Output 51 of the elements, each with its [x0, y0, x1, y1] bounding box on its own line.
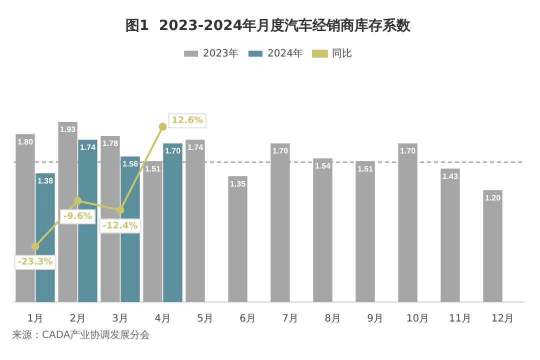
data-label: 1.20 — [484, 193, 502, 202]
bar — [483, 190, 502, 302]
point — [116, 206, 124, 214]
point — [31, 242, 40, 250]
point — [158, 122, 167, 131]
data-label: 1.70 — [400, 146, 416, 156]
data-label: 1.43 — [442, 172, 459, 181]
data-label: 1.74 — [80, 142, 96, 152]
x-tick-label: 10月 — [406, 314, 430, 325]
data-label: 1.35 — [230, 179, 246, 188]
data-label: 1.80 — [17, 137, 34, 146]
data-label: 1.70 — [272, 146, 289, 156]
bar — [398, 143, 418, 302]
data-label: 1.70 — [164, 146, 182, 156]
x-tick-label: 7月 — [282, 314, 298, 325]
data-label: 1.51 — [144, 164, 162, 174]
data-label: 1.78 — [102, 139, 119, 148]
x-tick-label: 9月 — [367, 314, 384, 325]
data-label: 1.51 — [357, 164, 374, 174]
data-label: 1.56 — [122, 160, 139, 169]
source-note: 来源：CADA产业协调发展分会 — [12, 328, 152, 342]
x-tick-label: 1月 — [27, 314, 44, 325]
chart-title: 图1 2023-2024年月度汽车经销商库存系数 — [125, 17, 412, 34]
x-tick-label: 11月 — [448, 314, 472, 325]
x-tick-label: 5月 — [197, 314, 214, 325]
bar — [186, 140, 205, 302]
bar — [163, 143, 182, 302]
data-label: 1.54 — [314, 162, 332, 171]
bar — [313, 158, 332, 302]
data-label: 1.93 — [60, 125, 76, 134]
data-label: -12.4% — [102, 221, 138, 232]
x-tick-label: 3月 — [112, 314, 128, 325]
x-tick-label: 8月 — [324, 314, 341, 325]
data-label: -23.3% — [18, 258, 53, 268]
x-tick-label: 12月 — [491, 314, 514, 325]
bar — [440, 168, 460, 302]
legend-label: 同比 — [332, 47, 352, 60]
x-tick-label: 6月 — [240, 314, 256, 325]
bar — [228, 176, 248, 302]
bar — [356, 161, 375, 302]
data-label: -9.6% — [63, 212, 92, 222]
legend-label: 2024年 — [268, 47, 303, 60]
x-tick-label: 4月 — [154, 314, 171, 325]
data-label: 1.74 — [187, 142, 204, 152]
data-label: 12.6% — [172, 116, 203, 126]
legend-label: 2023年 — [203, 47, 239, 60]
point — [74, 196, 82, 205]
bar — [270, 143, 290, 302]
bar — [143, 161, 162, 302]
x-tick-label: 2月 — [70, 314, 86, 325]
data-label: 1.38 — [37, 176, 54, 186]
